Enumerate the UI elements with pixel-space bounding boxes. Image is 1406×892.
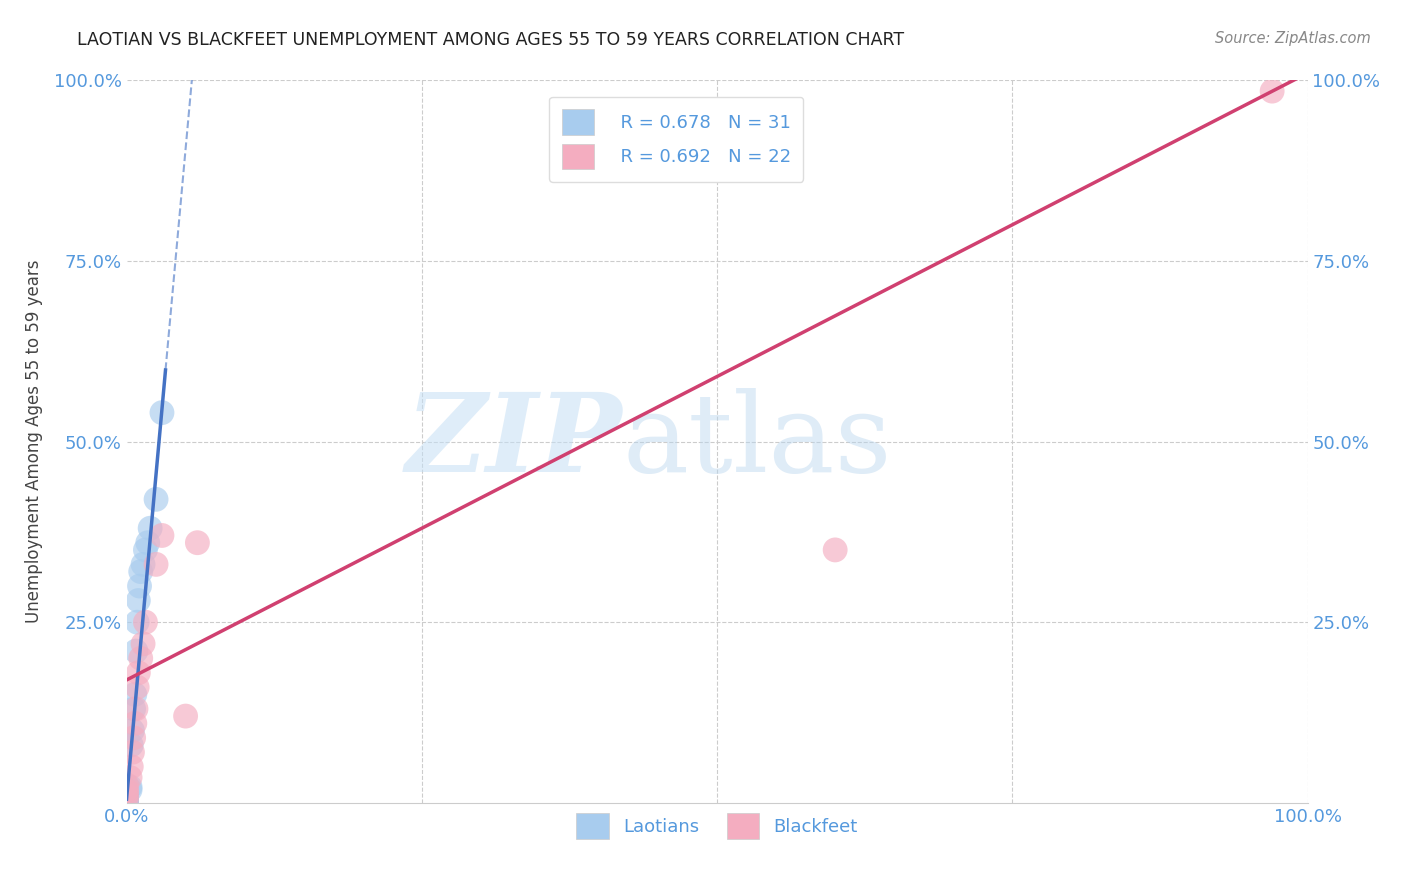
Point bbox=[115, 790, 138, 805]
Point bbox=[134, 542, 156, 557]
Point bbox=[132, 637, 155, 651]
Point bbox=[120, 760, 142, 774]
Point bbox=[134, 615, 156, 630]
Point bbox=[136, 535, 159, 549]
Point bbox=[115, 789, 138, 803]
Point bbox=[150, 528, 173, 542]
Point bbox=[122, 702, 145, 716]
Point bbox=[145, 492, 167, 507]
Point bbox=[150, 406, 173, 420]
Legend: Laotians, Blackfeet: Laotians, Blackfeet bbox=[568, 805, 866, 848]
Y-axis label: Unemployment Among Ages 55 to 59 years: Unemployment Among Ages 55 to 59 years bbox=[24, 260, 42, 624]
Point bbox=[128, 579, 150, 593]
Point bbox=[115, 794, 138, 808]
Point bbox=[115, 785, 138, 799]
Point bbox=[115, 796, 138, 810]
Point bbox=[124, 687, 146, 701]
Point bbox=[115, 796, 138, 810]
Point bbox=[115, 796, 138, 810]
Text: LAOTIAN VS BLACKFEET UNEMPLOYMENT AMONG AGES 55 TO 59 YEARS CORRELATION CHART: LAOTIAN VS BLACKFEET UNEMPLOYMENT AMONG … bbox=[77, 31, 904, 49]
Point bbox=[145, 558, 167, 572]
Point bbox=[115, 796, 138, 810]
Text: Source: ZipAtlas.com: Source: ZipAtlas.com bbox=[1215, 31, 1371, 46]
Point bbox=[824, 542, 846, 557]
Point bbox=[115, 796, 138, 810]
Point bbox=[132, 558, 155, 572]
Point bbox=[115, 794, 138, 808]
Point bbox=[115, 790, 138, 805]
Point bbox=[115, 796, 138, 810]
Point bbox=[129, 565, 152, 579]
Text: atlas: atlas bbox=[623, 388, 893, 495]
Point bbox=[124, 716, 146, 731]
Point bbox=[120, 780, 142, 794]
Point bbox=[127, 615, 149, 630]
Point bbox=[127, 665, 149, 680]
Text: ZIP: ZIP bbox=[406, 388, 623, 495]
Point bbox=[125, 644, 148, 658]
Point bbox=[115, 782, 138, 797]
Point bbox=[115, 792, 138, 806]
Point bbox=[120, 782, 142, 797]
Point bbox=[115, 792, 138, 806]
Point bbox=[115, 791, 138, 805]
Point bbox=[125, 702, 148, 716]
Point bbox=[121, 723, 143, 738]
Point bbox=[186, 535, 208, 549]
Point bbox=[127, 593, 149, 607]
Point bbox=[115, 796, 138, 810]
Point bbox=[129, 651, 152, 665]
Point bbox=[120, 738, 142, 752]
Point bbox=[174, 709, 197, 723]
Point bbox=[115, 778, 138, 792]
Point bbox=[1261, 84, 1284, 98]
Point bbox=[120, 771, 142, 785]
Point bbox=[122, 731, 145, 745]
Point bbox=[115, 793, 138, 807]
Point bbox=[127, 680, 149, 694]
Point bbox=[121, 745, 143, 759]
Point bbox=[139, 521, 162, 535]
